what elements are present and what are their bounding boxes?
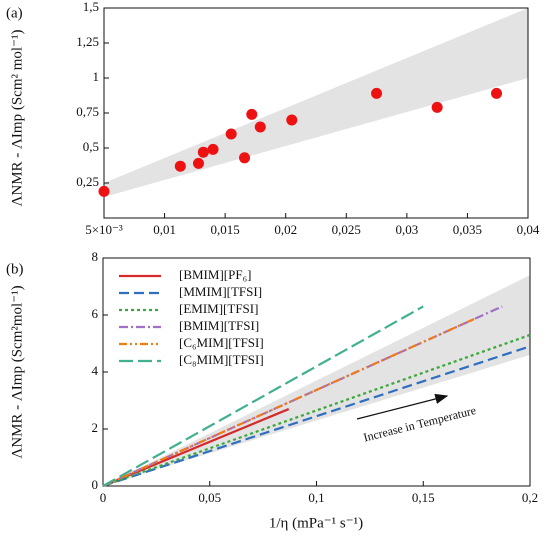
- confidence-band: [104, 8, 528, 197]
- y-tick-label: 2: [92, 420, 99, 435]
- y-tick-label: 0,5: [83, 139, 99, 154]
- data-point: [286, 114, 298, 126]
- x-tick-label: 0,02: [274, 222, 297, 237]
- x-tick-label: 0,05: [198, 490, 221, 505]
- y-tick-label: 0,75: [76, 104, 99, 119]
- x-tick-label: 0,1: [308, 490, 324, 505]
- data-point: [207, 143, 219, 155]
- x-tick-label: 0,015: [211, 222, 240, 237]
- x-tick-label: 0,15: [412, 490, 435, 505]
- panel-label: (b): [6, 261, 24, 277]
- y-tick-label: 0,25: [76, 174, 99, 189]
- data-point: [174, 160, 186, 172]
- x-axis-label: 1/η (mPa⁻¹ s⁻¹): [269, 515, 363, 531]
- series-line: [102, 305, 424, 487]
- data-point: [239, 152, 251, 164]
- legend-label: [BMIM][TFSI]: [179, 318, 259, 333]
- x-tick-label: 5×10⁻³: [85, 222, 123, 237]
- y-tick-label: 6: [92, 306, 99, 321]
- data-point: [192, 157, 204, 169]
- data-point: [491, 87, 503, 99]
- series-line: [102, 316, 478, 488]
- y-tick-label: 1: [93, 69, 100, 84]
- data-point: [371, 87, 383, 99]
- x-tick-label: 0: [100, 490, 107, 505]
- x-tick-label: 0,04: [517, 222, 540, 237]
- x-tick-label: 0,035: [453, 222, 482, 237]
- data-point: [254, 121, 266, 133]
- data-point: [98, 185, 110, 197]
- y-axis-label: ΛNMR - ΛImp (Scm²mol⁻¹): [9, 285, 25, 458]
- arrow: [356, 393, 449, 420]
- x-tick-label: 0,03: [395, 222, 418, 237]
- annotation: Increase in Temperature: [362, 403, 478, 445]
- y-tick-label: 1,25: [76, 34, 99, 49]
- legend-label: [EMIM][TFSI]: [179, 301, 258, 316]
- x-tick-label: 0,2: [522, 490, 538, 505]
- data-point: [197, 146, 209, 158]
- y-axis-label: ΛNMR - ΛImp (Scm² mol⁻¹): [9, 30, 25, 207]
- panel-label: (a): [6, 5, 23, 21]
- y-tick-label: 1,5: [83, 0, 99, 14]
- legend-label: [BMIM][PF₆]: [179, 267, 251, 282]
- data-point: [431, 101, 443, 113]
- x-tick-label: 0,01: [153, 222, 176, 237]
- data-point: [246, 108, 258, 120]
- x-tick-label: 0,025: [332, 222, 361, 237]
- confidence-band: [103, 275, 530, 486]
- legend-label: [MMIM][TFSI]: [179, 284, 262, 299]
- y-tick-label: 8: [92, 249, 99, 264]
- legend-label: [C₆MIM][TFSI]: [179, 335, 264, 350]
- y-tick-label: 0: [92, 477, 99, 492]
- legend-label: [C₈MIM][TFSI]: [179, 352, 264, 367]
- data-point: [225, 128, 237, 140]
- y-tick-label: 4: [92, 363, 99, 378]
